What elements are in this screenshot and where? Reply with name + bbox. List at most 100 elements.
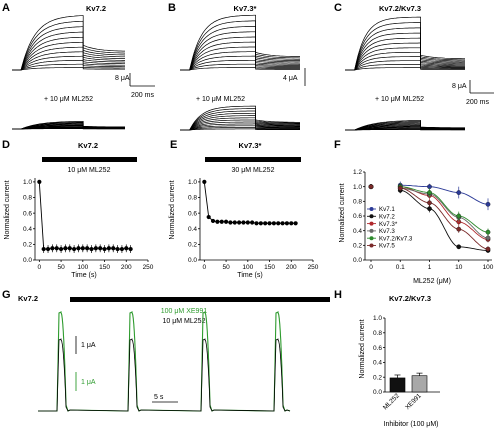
panel-f-data-point [485, 235, 491, 241]
panel-g-title: Kv7.2 [18, 294, 38, 303]
panel-f-fit-5 [400, 186, 489, 233]
panel-e-y-tick-label: 0.2 [188, 242, 197, 249]
panel-e-y-tick-label: 0.6 [188, 210, 197, 217]
panel-c-control-sweep-2 [345, 64, 465, 71]
panel-d-data-point [85, 246, 90, 251]
panel-e-x-tick-label: 50 [222, 264, 230, 271]
panel-f-y-tick-label: 0.4 [353, 228, 362, 235]
panel-label-b: B [168, 2, 176, 14]
panel-a-control-sweep-8 [12, 36, 125, 71]
panel-d-data-point [106, 246, 111, 251]
panel-f-data-point [427, 190, 432, 195]
panel-label-d: D [2, 139, 10, 151]
panel-b-control-sweep-7 [180, 41, 301, 71]
panel-d-data-point [98, 246, 103, 251]
panel-e-data-point [271, 221, 276, 226]
panel-a-drug-traces [12, 120, 125, 130]
panel-f-y-tick-label: 0.0 [353, 257, 362, 264]
panel-g-green-label: 100 μM XE991 [161, 308, 208, 315]
panel-a-control-traces [12, 15, 126, 71]
panel-d-data-point [89, 246, 94, 252]
panel-c-control-sweep-9 [345, 32, 465, 71]
panel-label-f: F [334, 139, 341, 151]
panel-d-x-tick-label: 100 [77, 264, 88, 271]
panel-f-fit-2 [400, 189, 489, 251]
panel-d-data-point [63, 246, 68, 251]
panel-d-y-tick-label: 0.4 [23, 226, 32, 233]
panel-a-title: Kv7.2 [86, 4, 106, 13]
panel-e-data-point [250, 220, 255, 225]
panel-e-data-point [258, 221, 263, 226]
panel-a-current-scale-label: 8 μA [115, 75, 130, 82]
panel-label-h: H [334, 289, 342, 301]
panel-g-black-trace [38, 338, 291, 412]
panel-e-x-tick-label: 0 [203, 264, 207, 271]
panel-b-title: Kv7.3* [234, 4, 257, 13]
panel-d-data-point [93, 246, 98, 251]
panel-f-y-tick-label: 1.2 [353, 169, 362, 176]
panel-e-x-tick-label: 150 [264, 264, 275, 271]
panel-f-ylabel: Normalized current [339, 183, 346, 242]
panel-b-control-traces [180, 14, 301, 71]
panel-e-data-point [215, 219, 220, 224]
panel-f-xlabel: ML252 (μM) [413, 278, 451, 285]
panel-f-data-point [456, 244, 462, 250]
panel-f-legend-marker [369, 207, 374, 211]
panel-f-chart: 0.0 0.2 0.4 0.6 0.8 1.0 1.2 0 0.1 1 10 100 [353, 169, 494, 271]
panel-d-x-tick-label: 200 [121, 264, 132, 271]
panel-a-control-sweep-7 [12, 41, 125, 71]
panel-c-control-sweep-8 [345, 37, 465, 71]
panel-c-time-scale-label: 200 ms [466, 99, 489, 106]
panel-e-data-point [241, 220, 246, 225]
panel-c-control-sweep-11 [345, 22, 466, 71]
panel-e-y-tick-label: 0.0 [188, 257, 197, 264]
panel-b-control-sweep-1 [180, 67, 300, 71]
panel-e-y-tick-label: 0.8 [188, 195, 197, 202]
panel-e-title: Kv7.3* [239, 141, 262, 150]
panel-b-drug-traces [180, 105, 301, 131]
panel-f-x-tick-label: 10 [455, 264, 463, 271]
panel-f-y-tick-label: 1.0 [353, 184, 362, 191]
panel-b-current-scale-label: 4 μA [283, 75, 298, 82]
panel-e-xlabel: Time (s) [237, 272, 262, 279]
panel-d-data-point [50, 246, 55, 251]
panel-a-control-sweep-2 [12, 63, 125, 71]
panel-a-drug-label: + 10 μM ML252 [44, 96, 93, 103]
panel-a-control-sweep-4 [12, 55, 125, 71]
panel-h-y-tick-label: 0.0 [373, 389, 382, 396]
panel-f-data-point [368, 184, 374, 190]
panel-h-y-tick-label: 0.4 [373, 360, 382, 367]
panel-f-legend-marker [369, 228, 374, 233]
panel-d-x-tick-label: 50 [57, 264, 65, 271]
panel-b-drug-sweep-4 [180, 123, 301, 131]
panel-c-control-sweep-3 [345, 60, 465, 71]
panel-b-drug-sweep-12 [180, 105, 300, 131]
panel-e-y-tick-label: 1.0 [188, 179, 197, 186]
panel-c-control-sweep-7 [345, 42, 465, 71]
panel-f-x-tick-label: 1 [428, 264, 432, 271]
panel-h-y-tick-label: 1.0 [373, 315, 382, 322]
panel-a-control-sweep-9 [12, 31, 125, 71]
panel-f-y-tick-label: 0.2 [353, 243, 362, 250]
panel-h-y-tick-label: 0.6 [373, 345, 382, 352]
panel-e-data-point [293, 221, 298, 226]
panel-d-y-tick-label: 0.8 [23, 195, 32, 202]
panel-d-data-point [80, 246, 85, 251]
panel-c-control-sweep-6 [345, 47, 465, 71]
panel-d-chart: 0.0 0.2 0.4 0.6 0.8 1.0 0 50 100 150 200 250 [23, 178, 154, 271]
panel-d-y-tick-label: 0.0 [23, 257, 32, 264]
panel-a-time-scale-label: 200 ms [131, 92, 154, 99]
panel-e-data-point [276, 221, 281, 226]
panel-e-y-tick-label: 0.4 [188, 226, 197, 233]
panel-g-traces [38, 311, 291, 412]
panel-b-control-sweep-3 [180, 59, 300, 71]
panel-c-control-sweep-4 [345, 56, 465, 71]
panel-f-legend-label: Kv7.3* [379, 221, 398, 228]
panel-g-time-scale-label: 5 s [154, 394, 164, 401]
panel-f-fit-6 [400, 187, 489, 250]
panel-d-data-point [102, 246, 107, 252]
panel-g-green-scale-label: 1 μA [81, 379, 96, 386]
panel-d-data-point [45, 246, 51, 252]
panel-e-chart: 0.0 0.2 0.4 0.6 0.8 1.0 0 50 100 150 200 250 [188, 178, 319, 271]
